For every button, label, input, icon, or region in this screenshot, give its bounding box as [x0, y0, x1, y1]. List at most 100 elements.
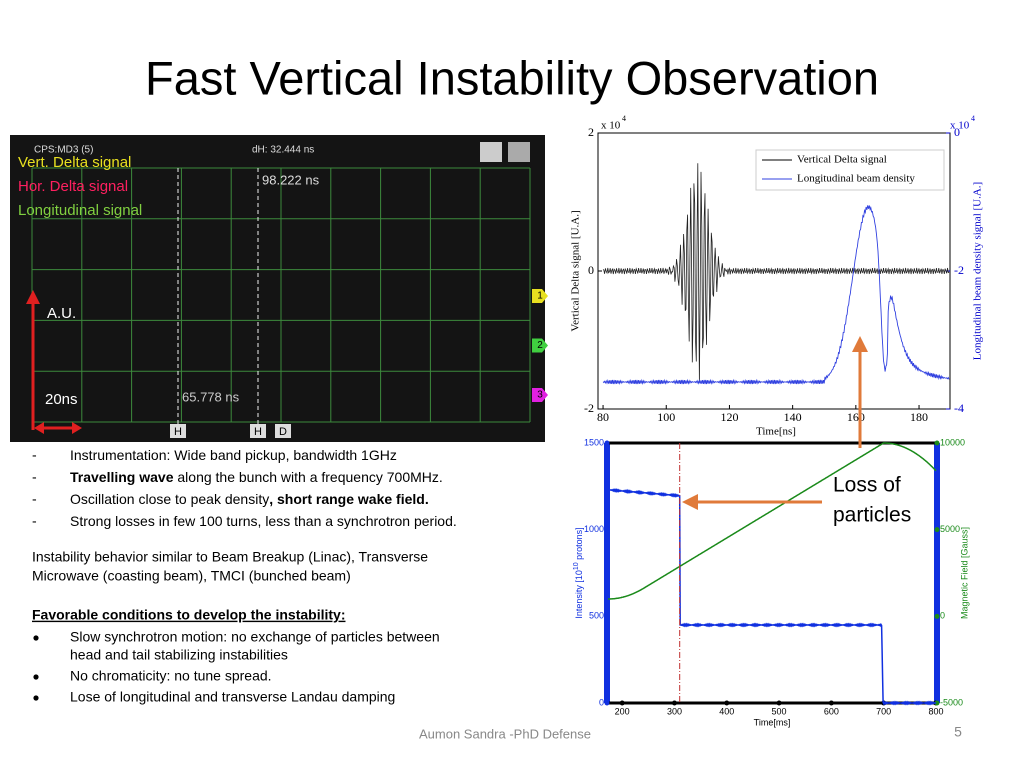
scope-marker-label: 1: [537, 291, 543, 302]
scope-legend: Hor. Delta signal: [18, 178, 128, 195]
trace: [602, 205, 950, 385]
y2-tick-label: -5000: [940, 697, 963, 707]
y-scale-power: 4: [622, 114, 626, 123]
tick-mark: [604, 613, 610, 619]
y2-scale-power: 4: [971, 114, 975, 123]
trace: [608, 442, 937, 600]
arrow-head: [26, 290, 40, 304]
bullet-text: No chromaticity: no tune spread.: [70, 668, 272, 684]
tick-mark: [671, 700, 677, 706]
x-tick-label: 400: [719, 706, 734, 716]
scope-header: CPS:MD3 (5): [34, 145, 93, 156]
tick-mark: [828, 700, 834, 706]
scope-axis-label: A.U.: [47, 305, 76, 322]
heading: Favorable conditions to develop the inst…: [32, 607, 345, 623]
x-tick-label: 160: [847, 410, 865, 424]
y-tick-label: 500: [589, 611, 604, 621]
tick-mark: [934, 527, 940, 533]
tick-mark: [604, 700, 610, 706]
legend-box: [755, 149, 945, 191]
tick-mark: [934, 700, 940, 706]
y-axis-label-part: Intensity [10: [574, 570, 584, 619]
paragraph: Microwave (coasting beam), TMCI (bunched…: [32, 568, 351, 584]
y-tick-label: 1500: [584, 437, 604, 447]
scope-cursor-tag-label: H: [174, 426, 182, 438]
bullet-text: Slow synchrotron motion: no exchange of …: [70, 629, 440, 645]
bullet-part: Strong losses in few 100 turns, less tha…: [70, 513, 457, 529]
y2-tick-label: -4: [954, 401, 964, 415]
bullet-dash: -: [32, 447, 37, 463]
paragraph: Instability behavior similar to Beam Bre…: [32, 549, 428, 565]
arrow-head: [852, 336, 868, 352]
slide-title: Fast Vertical Instability Observation: [145, 51, 879, 104]
scope-marker-label: 2: [537, 340, 543, 351]
x-tick-label: 600: [824, 706, 839, 716]
zoom-button: [508, 142, 530, 162]
y-axis-label: Vertical Delta signal [U.A.]: [570, 210, 582, 331]
y2-axis-label: Magnetic Field [Gauss]: [959, 527, 969, 619]
legend-label: Longitudinal beam density: [797, 173, 915, 185]
scope-cursor-label: 65.778 ns: [182, 389, 240, 404]
x-tick-label: 100: [657, 410, 675, 424]
bullet-dash: -: [32, 469, 37, 485]
scope-marker-label: 3: [537, 390, 543, 401]
x-tick-label: 200: [615, 706, 630, 716]
bullet-dot: [33, 674, 39, 680]
bullet-text: head and tail stabilizing instabilities: [70, 647, 288, 663]
footer: Aumon Sandra -PhD Defense: [419, 726, 591, 741]
x-axis-label: Time[ms]: [754, 717, 791, 727]
zoom-button: [480, 142, 502, 162]
y-tick-label: 0: [599, 697, 604, 707]
scope-cursor-tag-label: D: [279, 426, 287, 438]
scope-cursor-label: 98.222 ns: [262, 172, 320, 187]
scope-cursor-tag: [250, 424, 266, 438]
y-tick-label: 2: [588, 125, 594, 139]
bullet-text: Instrumentation: Wide band pickup, bandw…: [70, 447, 397, 463]
x-tick-label: 180: [910, 410, 928, 424]
bullet-part: along the bunch with a frequency 700MHz.: [174, 469, 443, 485]
scope-marker: [532, 338, 548, 353]
y2-tick-label: 10000: [940, 437, 965, 447]
x-axis-label: Time[ns]: [756, 426, 796, 438]
bullet-dot: [33, 695, 39, 701]
scope-axis-label: 20ns: [45, 391, 78, 408]
y2-tick-label: 0: [954, 125, 960, 139]
bullet-text: Travelling wave along the bunch with a f…: [70, 469, 443, 485]
scope-legend: Longitudinal signal: [18, 202, 142, 219]
y-tick-label: 0: [588, 263, 594, 277]
tick-mark: [776, 700, 782, 706]
y2-tick-label: 5000: [940, 524, 960, 534]
y-axis-label: Intensity [1010 protons]: [573, 527, 585, 618]
x-tick-label: 500: [772, 706, 787, 716]
y-axis-label-part: protons]: [574, 527, 584, 562]
tick-mark: [934, 440, 940, 446]
bullet-part: Instrumentation: Wide band pickup, bandw…: [70, 447, 397, 463]
scope-marker: [532, 289, 548, 303]
scope-marker: [532, 388, 548, 402]
y-tick-label: 1000: [584, 524, 604, 534]
x-tick-label: 300: [667, 706, 682, 716]
arrow-head: [682, 494, 698, 510]
scope-legend: Vert. Delta signal: [18, 154, 131, 171]
tick-mark: [724, 700, 730, 706]
bullet-part: Oscillation close to peak density: [70, 491, 269, 507]
y2-axis-label: Longitudinal beam density signal [U.A.]: [972, 182, 984, 360]
scope-cursor-tag: [170, 424, 186, 438]
y2-scale: x 10: [950, 120, 970, 132]
scope-screen: [10, 135, 545, 442]
bullet-dot: [33, 635, 39, 641]
bullet-text: Lose of longitudinal and transverse Land…: [70, 689, 395, 705]
x-tick-label: 700: [876, 706, 891, 716]
scope-cursor-tag-label: H: [254, 426, 262, 438]
tick-mark: [934, 613, 940, 619]
bullet-dash: -: [32, 491, 37, 507]
x-tick-label: 800: [928, 706, 943, 716]
trace: [607, 488, 937, 706]
tick-mark: [604, 440, 610, 446]
scope-cursor-tag: [275, 424, 291, 438]
x-tick-label: 140: [784, 410, 802, 424]
y2-tick-label: -2: [954, 263, 964, 277]
y-tick-label: -2: [584, 401, 594, 415]
legend-label: Vertical Delta signal: [797, 154, 887, 166]
